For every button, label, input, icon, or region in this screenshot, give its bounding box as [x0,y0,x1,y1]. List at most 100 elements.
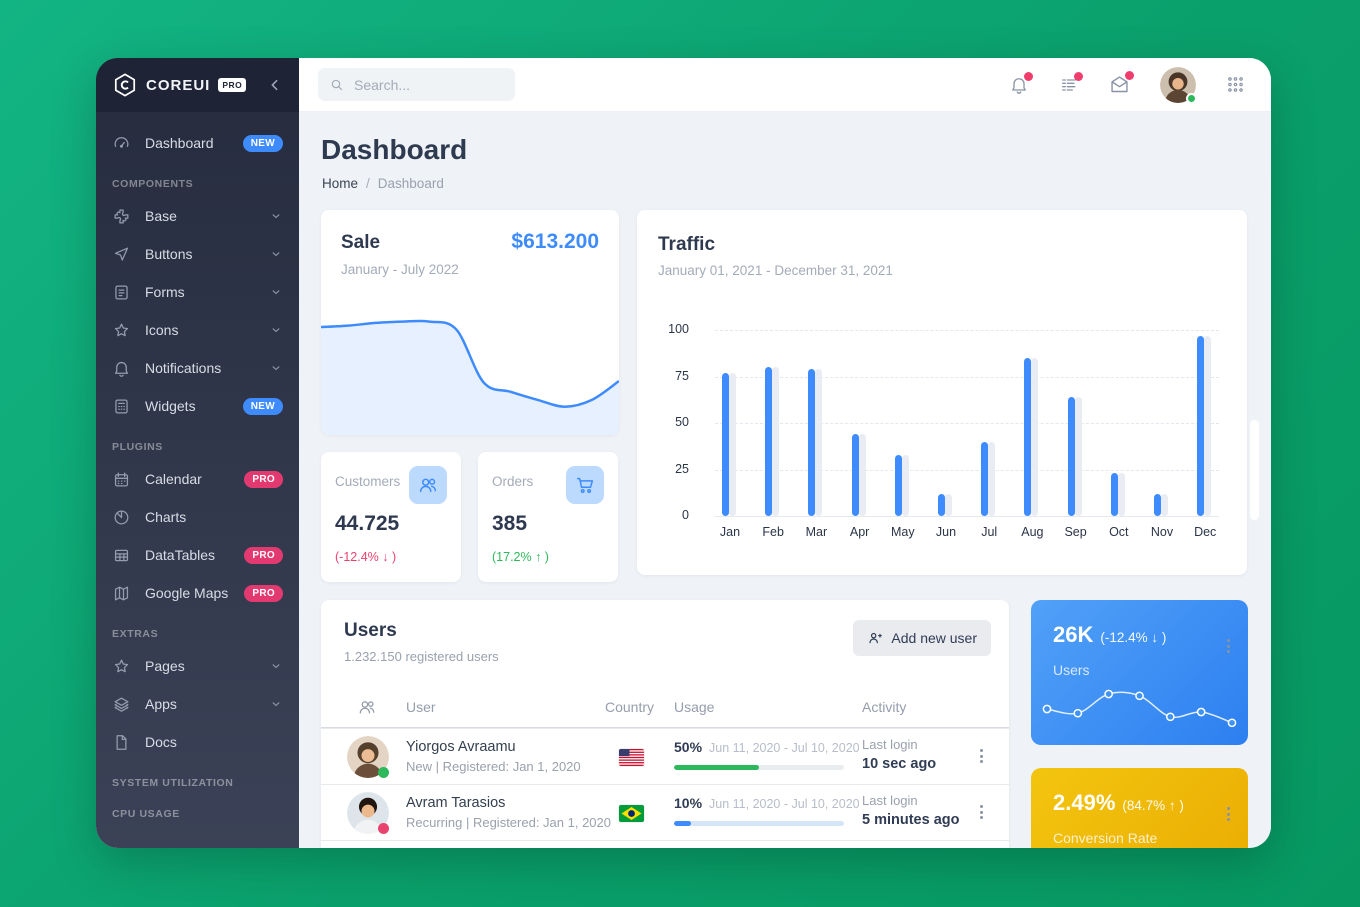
sidebar-item-base[interactable]: Base [96,197,299,235]
puzzle-icon [112,207,131,226]
sidebar-item-charts[interactable]: Charts [96,498,299,536]
widget-menu-button[interactable] [1223,635,1234,657]
apps-grid-button[interactable] [1226,75,1245,94]
usage-percent: 10% [674,795,703,811]
us-flag-icon [619,749,644,766]
traffic-bar-nov [1154,493,1161,516]
traffic-bar-shadow [1161,493,1168,516]
sidebar-item-calendar[interactable]: Calendar PRO [96,460,299,498]
users-card-title: Users [344,620,397,641]
activity-value: 10 sec ago [862,756,937,772]
sidebar-item-buttons[interactable]: Buttons [96,235,299,273]
breadcrumb: Home / Dashboard [322,176,444,191]
sidebar-item-notifications[interactable]: Notifications [96,349,299,387]
column-header-user: User [406,699,436,715]
sidebar-item-pages[interactable]: Pages [96,647,299,685]
scrollbar-thumb[interactable] [1250,420,1259,520]
sidebar-item-datatables[interactable]: DataTables PRO [96,536,299,574]
x-axis-label: Aug [1021,525,1044,539]
sidebar: COREUI PRO Dashboard NEW COMPONENTS Base [96,58,299,848]
traffic-bar-shadow [729,372,736,516]
search-icon [331,79,343,90]
traffic-card-period: January 01, 2021 - December 31, 2021 [658,263,893,278]
y-axis-tick: 75 [675,368,689,383]
table-icon [112,546,131,565]
sidebar-item-label: Google Maps [145,585,229,601]
search-box[interactable] [318,68,515,101]
sidebar-item-google-maps[interactable]: Google Maps PRO [96,574,299,612]
orders-stat-card: Orders 385 (17.2% ↑ ) [478,452,618,582]
sidebar-item-dashboard[interactable]: Dashboard NEW [96,124,299,162]
usage-progress-bar [674,765,844,770]
sidebar-section-components: COMPONENTS [112,178,194,190]
sidebar-item-label: Pages [145,658,185,674]
sale-area-chart [321,319,619,435]
traffic-bar-may [894,454,902,516]
sidebar-item-docs[interactable]: Docs [96,723,299,761]
sidebar-item-label: Charts [145,509,187,525]
user-detail: New | Registered: Jan 1, 2020 [406,759,581,774]
online-status-dot [1186,92,1197,104]
breadcrumb-home-link[interactable]: Home [322,176,359,191]
traffic-card-title: Traffic [658,234,716,255]
speedometer-icon [112,134,131,153]
map-icon [112,584,131,603]
sidebar-item-icons[interactable]: Icons [96,311,299,349]
messages-button[interactable] [1109,71,1134,95]
notifications-bell-button[interactable] [1009,71,1033,95]
gridline [715,376,1219,378]
chevron-down-icon [269,697,283,711]
widget-menu-button[interactable] [1223,803,1234,825]
traffic-bar-shadow [772,367,780,516]
user-avatar-button[interactable] [1160,66,1197,104]
sidebar-collapse-button[interactable] [267,77,283,93]
x-axis-label: Jun [935,525,957,539]
envelope-open-icon [1111,76,1128,93]
column-header-country: Country [605,699,655,715]
chevron-down-icon [269,247,283,261]
gridline [715,330,1219,331]
traffic-bar-dec [1197,335,1205,516]
sidebar-cpu-usage-label: CPU USAGE [112,808,180,820]
new-badge: NEW [242,134,283,152]
user-name: Avram Tarasios [406,795,506,811]
row-menu-button[interactable] [976,801,987,823]
people-icon [409,466,447,504]
table-row[interactable]: Avram Tarasios Recurring | Registered: J… [321,784,1009,840]
tasks-list-button[interactable] [1059,71,1083,95]
sidebar-item-forms[interactable]: Forms [96,273,299,311]
traffic-bar-jul [981,441,989,516]
star-icon [112,321,131,340]
x-axis-label: Dec [1194,525,1217,539]
orders-label: Orders [492,474,534,489]
new-badge: NEW [242,397,283,415]
conversion-widget-card: 2.49% (84.7% ↑ ) Conversion Rate [1031,768,1248,848]
add-new-user-button[interactable]: Add new user [853,620,991,656]
sale-card: Sale $613.200 January - July 2022 [321,210,619,435]
widget-users-value: 26K [1053,622,1094,647]
widget-users-label: Users [1053,662,1090,678]
customers-stat-card: Customers 44.725 (-12.4% ↓ ) [321,452,461,582]
status-dot [378,823,389,834]
star-icon [112,657,131,676]
layers-icon [112,695,131,714]
sidebar-section-system-utilization: SYSTEM UTILIZATION [112,777,234,789]
grid-icon [1228,77,1243,92]
x-axis-label: May [890,525,915,539]
traffic-bar-jan [722,372,729,516]
row-menu-button[interactable] [976,745,987,767]
chevron-left-icon [271,79,278,91]
table-row[interactable]: Yiorgos Avraamu New | Registered: Jan 1,… [321,728,1009,784]
sidebar-item-apps[interactable]: Apps [96,685,299,723]
y-axis-tick: 100 [668,322,689,336]
users-card: Users 1.232.150 registered users Add new… [321,600,1009,848]
search-input[interactable] [354,76,484,93]
sidebar-nav: Dashboard NEW COMPONENTS Base Buttons Fo… [96,112,299,827]
chevron-down-icon [269,361,283,375]
sidebar-brand[interactable]: COREUI PRO [96,58,299,112]
x-axis-label: Jul [981,525,998,539]
calculator-icon [112,397,131,416]
usage-percent: 50% [674,739,703,755]
sidebar-item-widgets[interactable]: Widgets NEW [96,387,299,425]
bell-icon [1012,77,1026,94]
